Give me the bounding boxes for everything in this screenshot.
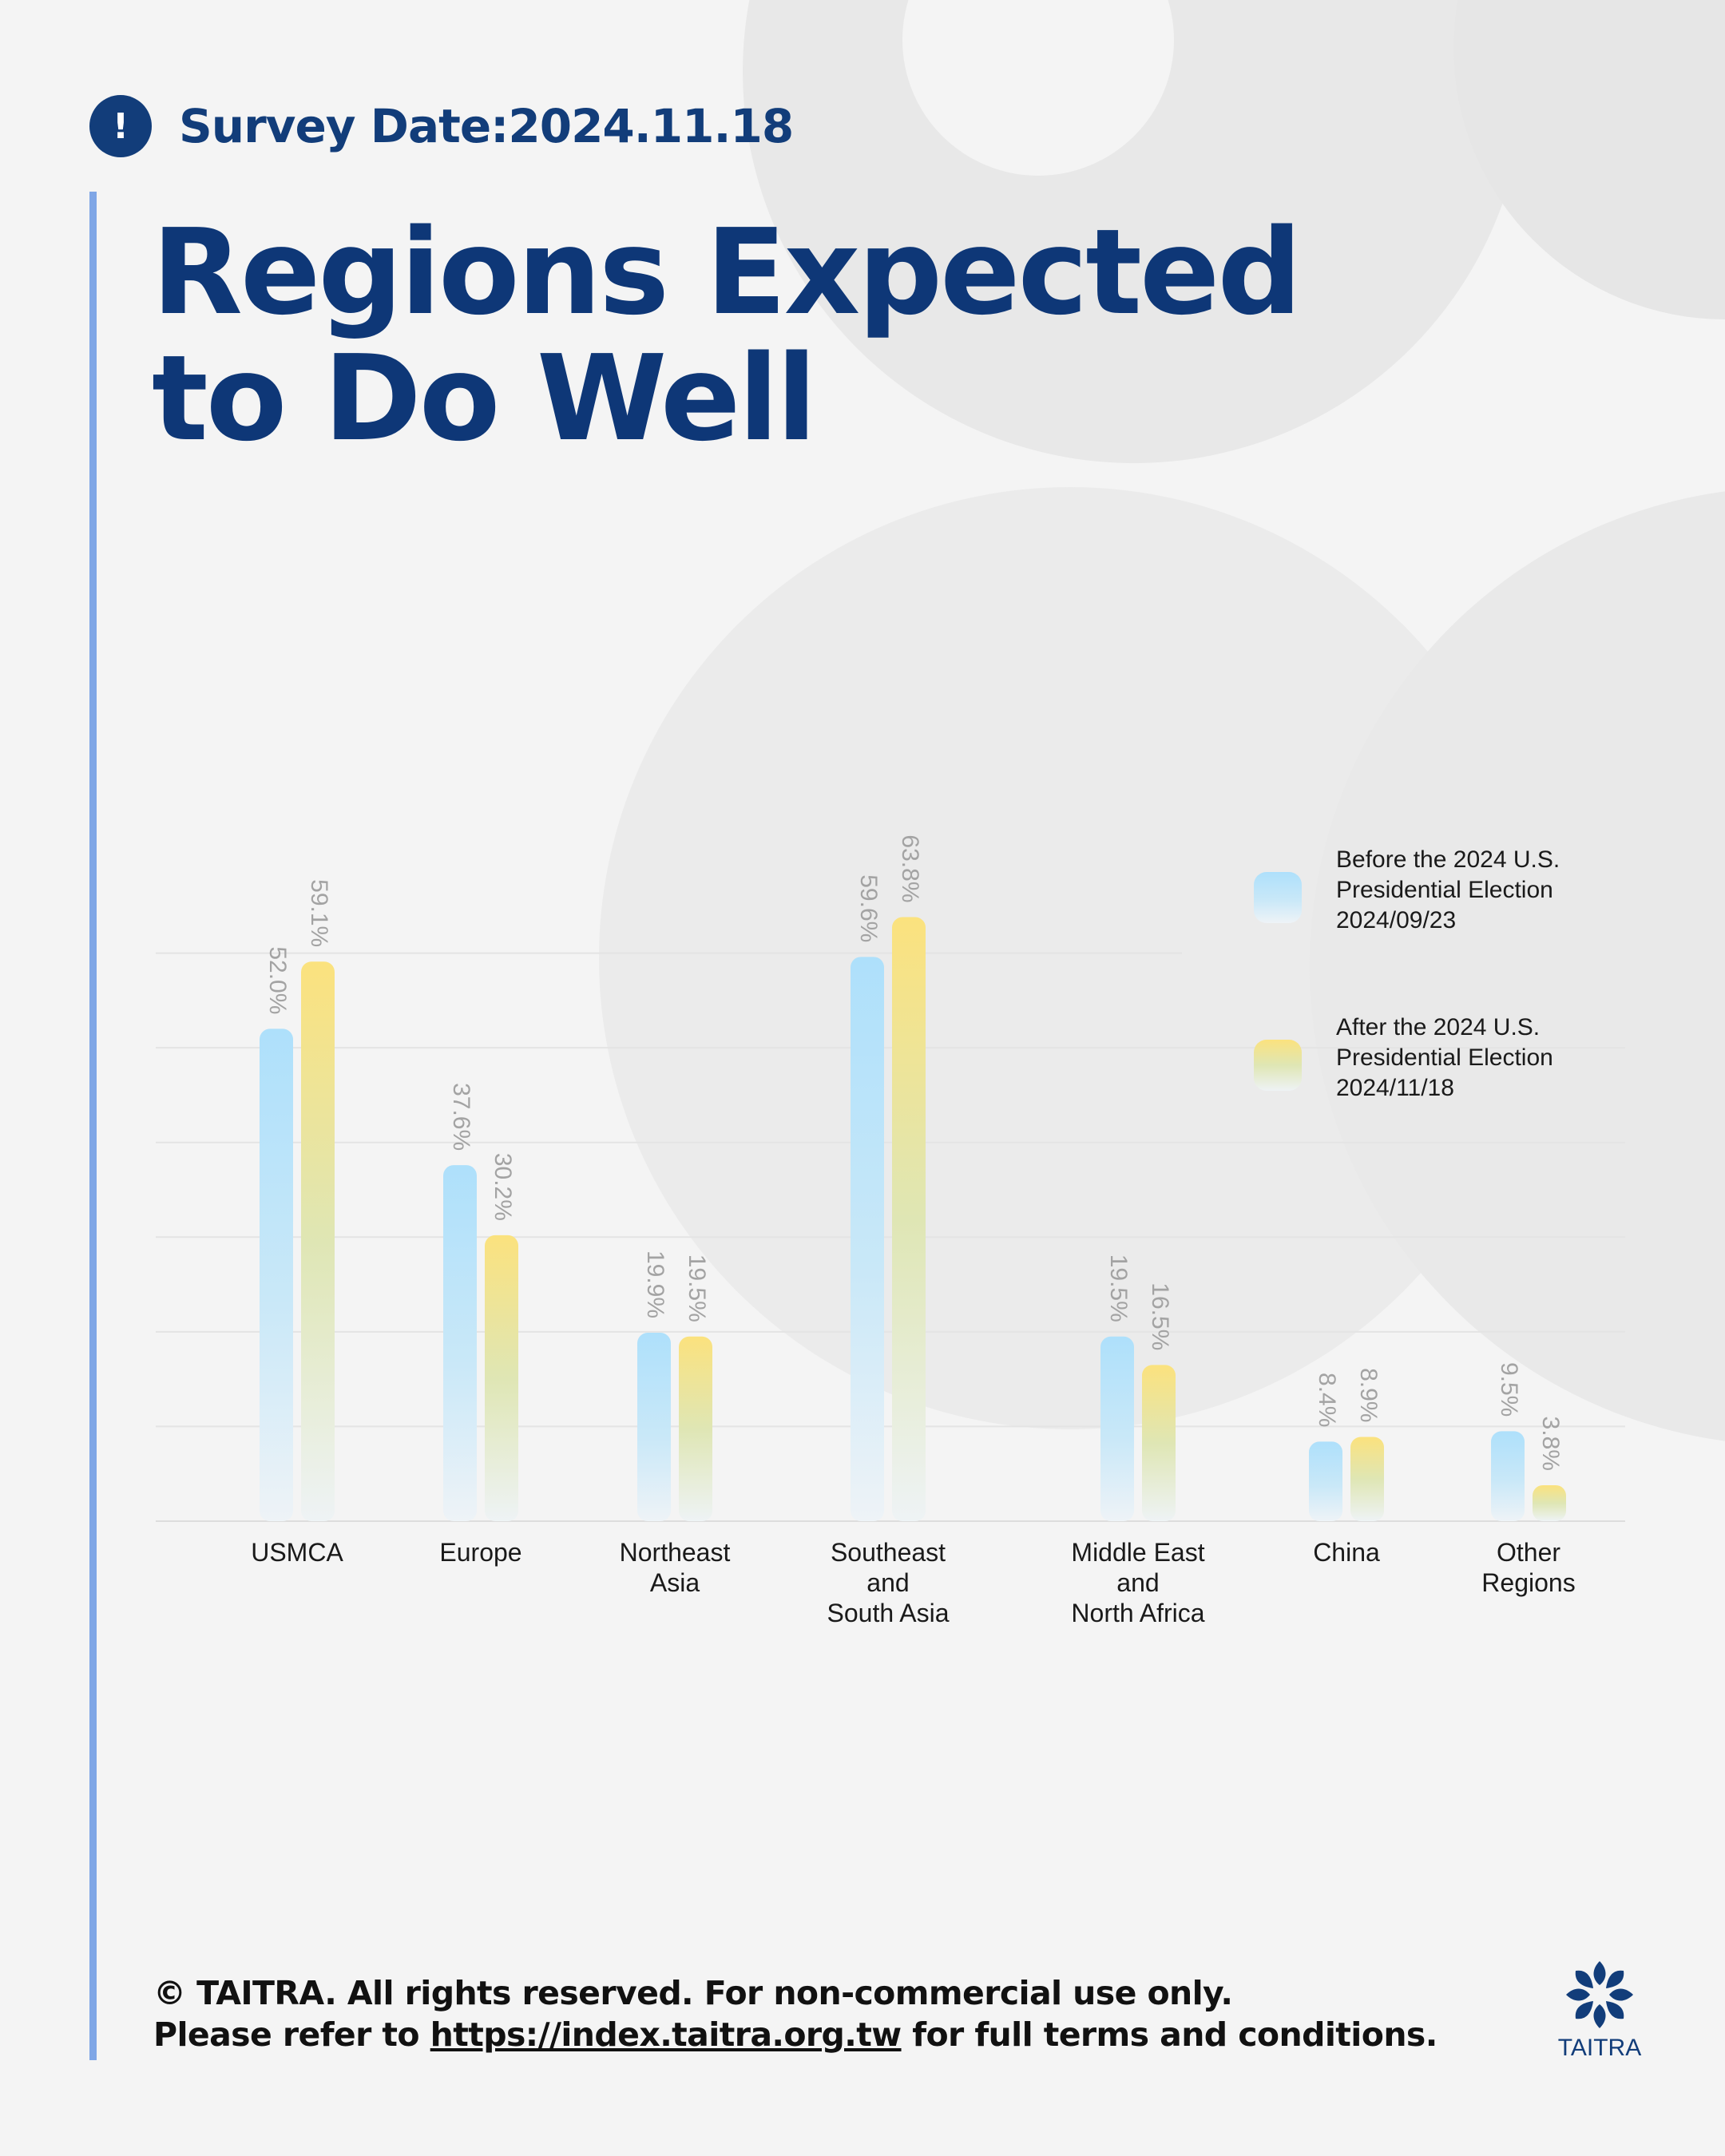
value-label: 59.6% <box>855 874 882 942</box>
value-label: 59.1% <box>306 879 332 947</box>
category-label: Northeast <box>620 1538 731 1567</box>
category-label: Other <box>1497 1538 1560 1567</box>
bar-after <box>1142 1365 1176 1521</box>
bar-after <box>301 961 335 1521</box>
category-label: USMCA <box>251 1538 343 1567</box>
page-title: Regions Expected to Do Well <box>152 209 1350 462</box>
category-label: and <box>1116 1568 1159 1597</box>
bar-after <box>1350 1437 1384 1521</box>
terms-suffix: for full terms and conditions. <box>901 2015 1438 2054</box>
accent-bar <box>89 192 97 2060</box>
value-label: 63.8% <box>897 834 923 902</box>
bar-before <box>851 957 884 1521</box>
copyright-text: © TAITRA. All rights reserved. For non-c… <box>153 1974 1233 2012</box>
category-label: Europe <box>439 1538 521 1567</box>
bar-before <box>260 1028 293 1521</box>
brand-name: TAITRA <box>1557 2035 1642 2061</box>
value-label: 37.6% <box>448 1083 474 1151</box>
value-label: 3.8% <box>1537 1417 1564 1471</box>
value-label: 8.4% <box>1314 1373 1340 1427</box>
category-label: and <box>866 1568 909 1597</box>
category-label: Southeast <box>831 1538 946 1567</box>
bar-after <box>892 917 926 1521</box>
category-label: Regions <box>1481 1568 1575 1597</box>
value-label: 19.5% <box>684 1254 710 1322</box>
value-label: 52.0% <box>264 946 291 1014</box>
legend-swatch-after <box>1254 1040 1302 1091</box>
value-label: 19.9% <box>642 1250 668 1318</box>
title-line-2: to Do Well <box>152 330 817 467</box>
value-label: 19.5% <box>1105 1254 1132 1322</box>
title-line-1: Regions Expected <box>152 204 1302 341</box>
bar-before <box>637 1333 671 1521</box>
bar-before <box>443 1165 477 1521</box>
category-label: Asia <box>650 1568 700 1597</box>
bar-before <box>1100 1336 1134 1521</box>
legend-text: 2024/09/23 <box>1336 907 1456 933</box>
legend-text: 2024/11/18 <box>1336 1075 1454 1101</box>
category-label: North Africa <box>1071 1599 1204 1627</box>
taitra-logo-icon <box>1566 1961 1633 2028</box>
value-label: 9.5% <box>1496 1362 1522 1417</box>
bar-before <box>1491 1431 1525 1521</box>
terms-prefix: Please refer to <box>153 2015 430 2054</box>
legend-text: Presidential Election <box>1336 1044 1553 1071</box>
legend-text: Before the 2024 U.S. <box>1336 846 1560 873</box>
bar-after <box>1533 1484 1566 1521</box>
legend-swatch-before <box>1254 872 1302 923</box>
legend-text: After the 2024 U.S. <box>1336 1014 1540 1040</box>
brand: TAITRA <box>1556 1958 1644 2062</box>
survey-date: Survey Date:2024.11.18 <box>179 99 794 153</box>
bar-after <box>485 1235 518 1521</box>
alert-icon: ! <box>89 95 152 157</box>
bar-before <box>1309 1441 1342 1521</box>
category-label: China <box>1313 1538 1380 1567</box>
bar-after <box>679 1336 712 1521</box>
category-label: South Asia <box>827 1599 950 1627</box>
value-label: 30.2% <box>490 1153 516 1221</box>
legend-text: Presidential Election <box>1336 877 1553 903</box>
terms-text: Please refer to https://index.taitra.org… <box>153 2014 1511 2055</box>
category-label: Middle East <box>1071 1538 1204 1567</box>
survey-date-header: ! Survey Date:2024.11.18 <box>89 94 794 158</box>
value-label: 16.5% <box>1147 1282 1173 1350</box>
value-label: 8.9% <box>1355 1368 1382 1422</box>
terms-link[interactable]: https://index.taitra.org.tw <box>430 2015 902 2054</box>
footer: © TAITRA. All rights reserved. For non-c… <box>153 1972 1511 2055</box>
